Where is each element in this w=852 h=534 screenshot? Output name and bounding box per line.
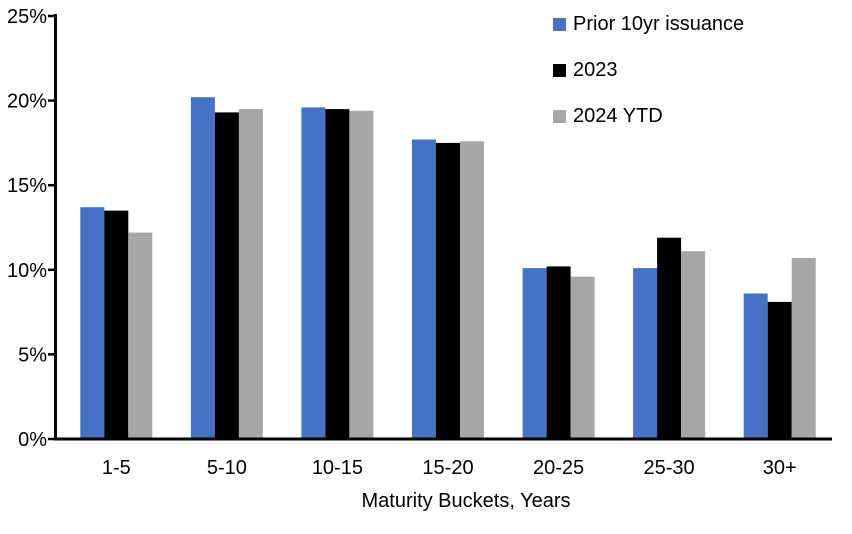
bar-2024-ytd-5-10	[238, 109, 263, 439]
y-axis-label: 20%	[7, 91, 47, 113]
y-axis-label: 25%	[7, 6, 47, 28]
x-axis-label: 10-15	[312, 457, 363, 479]
y-axis-label: 15%	[7, 175, 47, 197]
bar-2023-30+	[767, 301, 792, 439]
legend-item: Prior 10yr issuance	[553, 14, 744, 35]
bar-prior-10yr-issuance-5-10	[190, 97, 215, 439]
legend-label: 2024 YTD	[573, 105, 663, 127]
legend-swatch-icon	[553, 64, 566, 77]
bar-prior-10yr-issuance-30+	[743, 293, 768, 439]
legend-label: 2023	[573, 59, 618, 81]
legend-swatch-icon	[553, 110, 566, 123]
x-axis-label: 30+	[763, 457, 797, 479]
x-axis-label: 15-20	[422, 457, 473, 479]
legend-label: Prior 10yr issuance	[573, 13, 745, 35]
y-axis-label: 0%	[18, 429, 47, 451]
x-axis-label: 5-10	[207, 457, 247, 479]
bar-prior-10yr-issuance-25-30	[633, 268, 658, 439]
bar-prior-10yr-issuance-20-25	[522, 268, 547, 439]
bar-2024-ytd-10-15	[349, 110, 374, 440]
bar-2023-20-25	[546, 266, 571, 439]
bar-2024-ytd-30+	[791, 258, 816, 439]
bar-prior-10yr-issuance-1-5	[80, 207, 105, 439]
y-axis-label: 5%	[18, 344, 47, 366]
x-axis-label: 20-25	[533, 457, 584, 479]
bar-2023-5-10	[214, 112, 239, 440]
bar-2024-ytd-25-30	[681, 251, 706, 439]
bar-2024-ytd-1-5	[128, 232, 153, 439]
bar-2023-15-20	[436, 142, 460, 439]
bar-2023-1-5	[104, 210, 129, 439]
x-axis-label: 25-30	[644, 457, 695, 479]
bar-2024-ytd-15-20	[460, 141, 484, 439]
bar-2023-10-15	[325, 109, 350, 439]
legend-item: 2023	[553, 60, 744, 81]
bar-2024-ytd-20-25	[570, 276, 595, 439]
legend-item: 2024 YTD	[553, 106, 744, 127]
chart-legend: Prior 10yr issuance 2023 2024 YTD	[553, 14, 744, 127]
bar-prior-10yr-issuance-15-20	[412, 139, 436, 439]
legend-swatch-icon	[553, 18, 566, 31]
bar-2023-25-30	[657, 237, 682, 439]
y-axis-label: 10%	[7, 260, 47, 282]
bar-prior-10yr-issuance-10-15	[301, 107, 326, 440]
x-axis-label: 1-5	[102, 457, 131, 479]
x-axis-title: Maturity Buckets, Years	[361, 490, 571, 512]
